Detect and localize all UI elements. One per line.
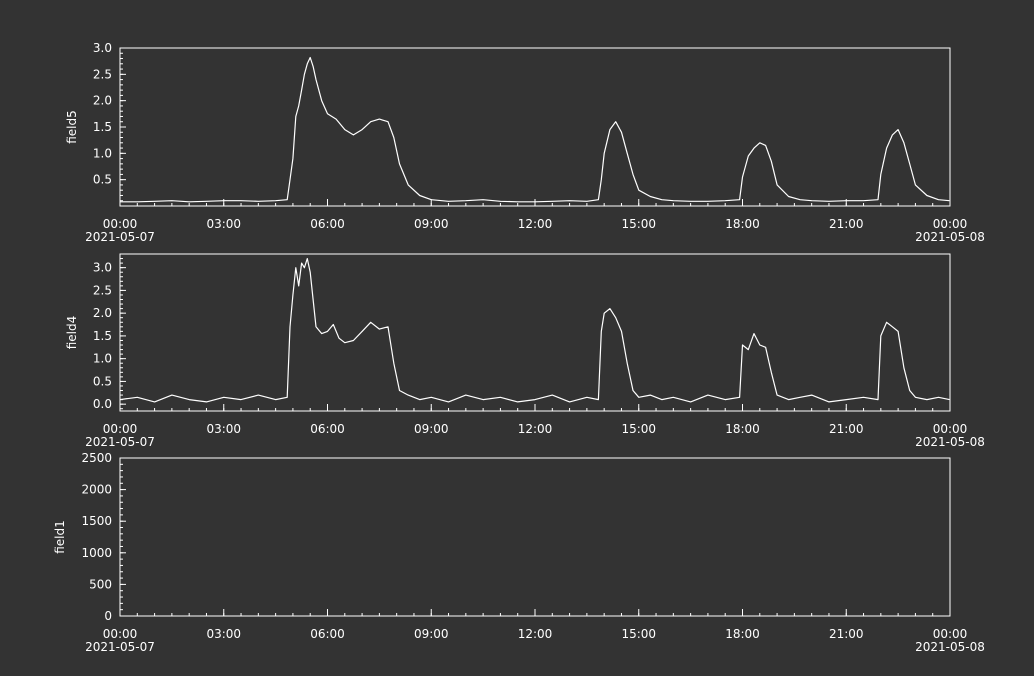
y-tick-label: 3.0 [93, 41, 112, 55]
y-tick-label: 1500 [81, 514, 112, 528]
y-tick-label: 0.5 [93, 374, 112, 388]
x-tick-label: 18:00 [725, 422, 760, 436]
y-tick-label: 2.0 [93, 306, 112, 320]
x-start-date: 2021-05-07 [85, 435, 155, 449]
x-tick-label: 09:00 [414, 217, 449, 231]
y-tick-label: 1.5 [93, 329, 112, 343]
x-start-date: 2021-05-07 [85, 640, 155, 654]
x-tick-label: 06:00 [310, 217, 345, 231]
plot-frame [119, 47, 951, 207]
y-tick-label: 1.0 [93, 146, 112, 160]
x-tick-label: 18:00 [725, 627, 760, 641]
x-tick-label: 03:00 [206, 422, 241, 436]
plot-frame [119, 457, 951, 617]
x-tick-label: 15:00 [621, 217, 656, 231]
y-tick-label: 2.5 [93, 283, 112, 297]
y-tick-label: 1.0 [93, 352, 112, 366]
x-tick-label: 03:00 [206, 217, 241, 231]
x-tick-label: 21:00 [829, 217, 864, 231]
series-line [119, 258, 950, 403]
y-tick-label: 500 [89, 577, 112, 591]
x-start-date: 2021-05-07 [85, 230, 155, 244]
x-tick-label: 06:00 [310, 627, 345, 641]
x-tick-label: 21:00 [829, 627, 864, 641]
y-tick-label: 2000 [81, 483, 112, 497]
y-tick-label: 2.0 [93, 94, 112, 108]
y-axis-label: field4 [65, 316, 79, 350]
series-line [120, 56, 950, 203]
y-tick-label: 2500 [81, 451, 112, 465]
x-tick-label: 00:00 [933, 627, 968, 641]
x-tick-label: 09:00 [414, 627, 449, 641]
y-tick-label: 1.5 [93, 120, 112, 134]
x-end-date: 2021-05-08 [915, 640, 985, 654]
x-tick-label: 21:00 [829, 422, 864, 436]
x-tick-label: 00:00 [933, 217, 968, 231]
x-tick-label: 09:00 [414, 422, 449, 436]
x-end-date: 2021-05-08 [915, 230, 985, 244]
x-tick-label: 03:00 [206, 627, 241, 641]
x-tick-label: 06:00 [310, 422, 345, 436]
x-tick-label: 15:00 [621, 422, 656, 436]
x-tick-label: 15:00 [621, 627, 656, 641]
x-tick-label: 00:00 [103, 217, 138, 231]
y-axis-label: field5 [65, 110, 79, 144]
x-tick-label: 00:00 [103, 627, 138, 641]
x-tick-label: 18:00 [725, 217, 760, 231]
y-tick-label: 3.0 [93, 261, 112, 275]
y-tick-label: 2.5 [93, 67, 112, 81]
x-tick-label: 12:00 [518, 422, 553, 436]
plot-frame [119, 253, 951, 412]
y-tick-label: 0 [104, 609, 112, 623]
y-tick-label: 0.5 [93, 173, 112, 187]
y-axis-label: field1 [53, 520, 67, 554]
x-tick-label: 12:00 [518, 217, 553, 231]
x-tick-label: 12:00 [518, 627, 553, 641]
y-tick-label: 0.0 [93, 397, 112, 411]
x-tick-label: 00:00 [933, 422, 968, 436]
y-tick-label: 1000 [81, 546, 112, 560]
x-tick-label: 00:00 [103, 422, 138, 436]
x-end-date: 2021-05-08 [915, 435, 985, 449]
